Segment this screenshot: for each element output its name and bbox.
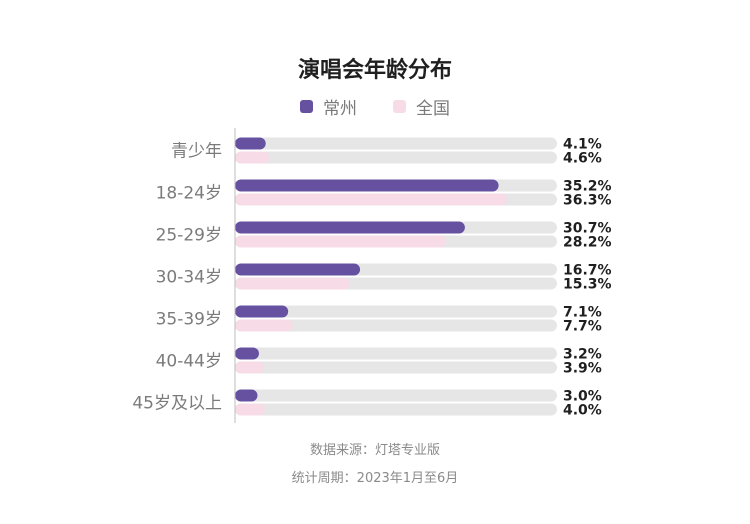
value-label: 15.3% (563, 277, 612, 293)
value-label: 3.0% (563, 389, 602, 405)
bar-national (235, 403, 265, 416)
value-label: 36.3% (563, 193, 612, 209)
data-source-note: 数据来源：灯塔专业版 (309, 443, 440, 458)
value-label: 3.9% (563, 361, 602, 377)
legend-swatch-changzhou (300, 100, 313, 113)
bar-national (235, 277, 350, 290)
value-label: 3.2% (563, 347, 602, 363)
bar-track (235, 137, 557, 150)
value-label: 4.1% (563, 137, 602, 153)
category-label: 25-29岁 (156, 226, 222, 246)
value-label: 4.6% (563, 151, 602, 167)
bar-national (235, 235, 447, 248)
bar-national (235, 361, 265, 374)
chart-title: 演唱会年龄分布 (297, 58, 452, 83)
bar-national (235, 193, 507, 206)
legend-swatch-national (393, 100, 406, 113)
bar-track (235, 361, 557, 374)
bar-track (235, 347, 557, 360)
value-label: 16.7% (563, 263, 612, 279)
statistics-period-note: 统计周期：2023年1月至6月 (291, 471, 459, 486)
category-label: 30-34岁 (156, 268, 222, 288)
bar-national (235, 151, 270, 164)
bar-track (235, 305, 557, 318)
category-label: 18-24岁 (156, 184, 222, 204)
category-label: 45岁及以上 (132, 394, 222, 414)
bar-national (235, 319, 293, 332)
bar-track (235, 389, 557, 402)
bar-changzhou (235, 347, 259, 360)
legend: 常州 全国 (0, 94, 750, 119)
value-label: 4.0% (563, 403, 602, 419)
legend-label-national: 全国 (416, 99, 450, 119)
bar-changzhou (235, 305, 289, 318)
legend-item-national: 全国 (393, 94, 450, 119)
value-label: 7.7% (563, 319, 602, 335)
category-label: 40-44岁 (156, 352, 222, 372)
value-label: 7.1% (563, 305, 602, 321)
legend-label-changzhou: 常州 (323, 99, 357, 119)
bar-changzhou (235, 263, 361, 276)
bar-track (235, 403, 557, 416)
bar-changzhou (235, 389, 258, 402)
value-label: 28.2% (563, 235, 612, 251)
legend-item-changzhou: 常州 (300, 94, 357, 119)
bar-changzhou (235, 137, 266, 150)
bar-track (235, 319, 557, 332)
value-label: 30.7% (563, 221, 612, 237)
value-label: 35.2% (563, 179, 612, 195)
bar-track (235, 151, 557, 164)
category-label: 35-39岁 (156, 310, 222, 330)
bar-changzhou (235, 221, 465, 234)
category-label: 青少年 (171, 142, 222, 162)
bar-changzhou (235, 179, 499, 192)
